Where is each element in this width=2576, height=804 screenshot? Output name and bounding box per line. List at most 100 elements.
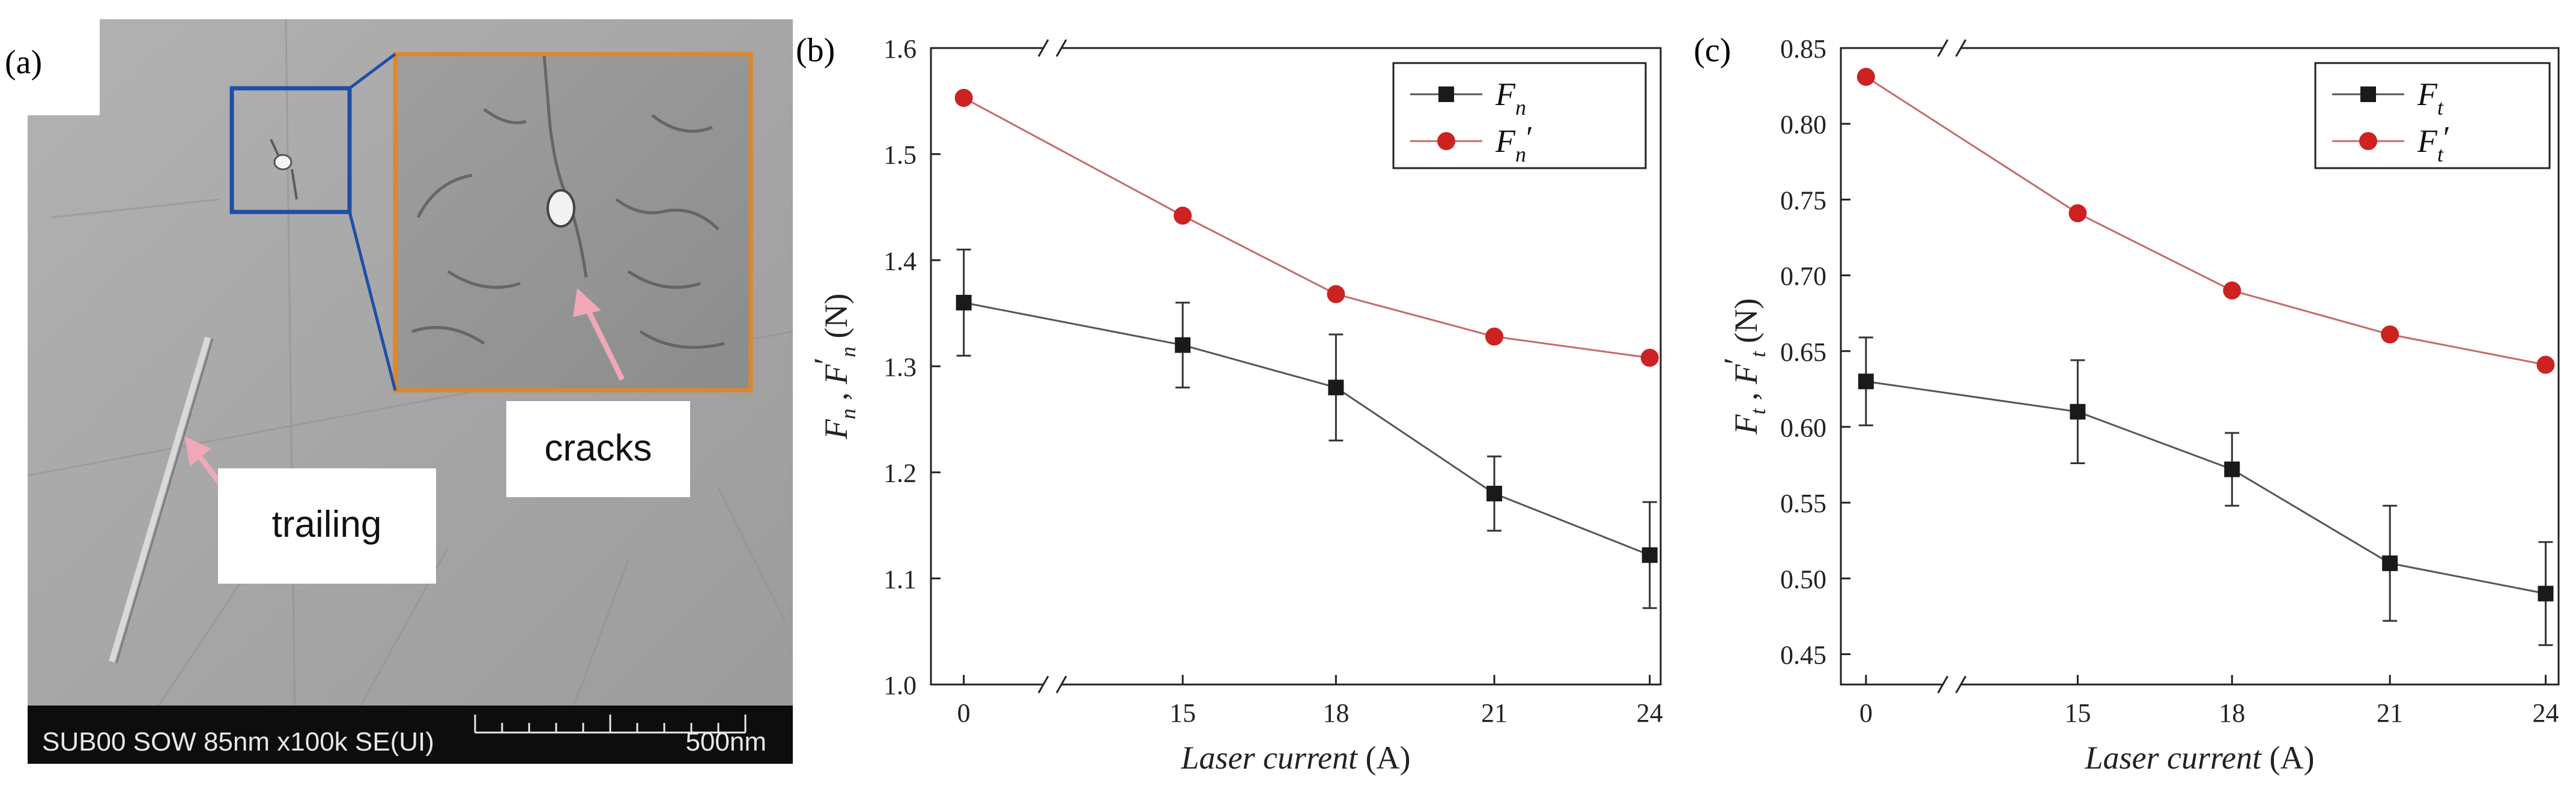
- y-tick-label: 0.70: [1780, 262, 1826, 291]
- y-tick-label: 0.85: [1780, 34, 1826, 64]
- y-tick-label: 1.1: [883, 564, 917, 594]
- sem-info-bar: [28, 706, 793, 764]
- axis-break-slash: [1937, 39, 1949, 57]
- sem-scale-label: 500nm: [685, 727, 766, 757]
- zoom-region: [395, 54, 751, 390]
- x-tick-label: 15: [1169, 698, 1196, 728]
- x-tick-label: 15: [2064, 698, 2091, 728]
- data-point: [1175, 337, 1191, 353]
- axis-break-slash: [1055, 39, 1067, 57]
- legend-label: Ft′: [2417, 119, 2450, 166]
- y-tick-label: 0.55: [1780, 489, 1826, 518]
- sem-scale-ticks: [474, 715, 747, 734]
- x-tick-label: 24: [2532, 698, 2559, 728]
- legend-entry: Fn: [1410, 76, 1526, 119]
- blue-selection-box: [229, 86, 352, 214]
- data-point: [1486, 486, 1502, 501]
- y-tick-label: 0.50: [1780, 564, 1826, 594]
- data-point: [1327, 285, 1345, 303]
- x-axis-ticks: 0 15 18 21 24: [1859, 675, 2559, 728]
- y-tick-label: 0.45: [1780, 641, 1826, 670]
- data-point: [1174, 207, 1192, 225]
- y-axis-label: Ft , F′t (N): [1717, 298, 1770, 435]
- axis-break-slash: [1037, 39, 1049, 57]
- axis-break-slash: [1955, 39, 1967, 57]
- x-tick-label: 24: [1637, 698, 1663, 728]
- x-tick-label: 21: [1481, 698, 1508, 728]
- x-tick-label: 18: [2219, 698, 2245, 728]
- y-tick-label: 1.2: [883, 459, 917, 488]
- connector-line-bottom: [348, 211, 397, 391]
- legend-label: Fn′: [1495, 119, 1533, 166]
- series-line: [963, 301, 1650, 556]
- panel-b-letter: (b): [796, 32, 835, 69]
- connector-line-top: [348, 53, 396, 89]
- y-tick-label: 1.0: [883, 671, 917, 700]
- legend-box: [2314, 62, 2551, 169]
- data-point: [2536, 355, 2555, 374]
- trailing-label: trailing: [272, 504, 382, 545]
- plot-frame: [1840, 47, 2560, 686]
- x-tick-label: 21: [2377, 698, 2403, 728]
- trailing-scratch-shadow: [115, 338, 214, 663]
- data-point: [1856, 67, 1875, 86]
- x-tick-label: 0: [1859, 698, 1873, 728]
- chart-c: 0.45 0.50 0.55 0.60 0.65 0.70 0.75 0.80 0.85 0 15 1…: [1717, 34, 2560, 776]
- legend-marker: [1438, 86, 1454, 102]
- axis-break-bottom: [1937, 676, 1967, 694]
- sem-image: cracks trailing SUB00 SOW 85nm x100k SE(…: [27, 19, 793, 764]
- x-tick-label: 18: [1323, 698, 1349, 728]
- axis-break-gap: [1942, 43, 1961, 53]
- sem-info-text: SUB00 SOW 85nm x100k SE(UI): [42, 727, 434, 757]
- legend-entry: Ft′: [2332, 119, 2450, 166]
- pit-defect: [273, 154, 292, 171]
- data-point: [1640, 348, 1659, 367]
- axis-break-gap: [1043, 43, 1062, 53]
- panel-a-letter: (a): [5, 44, 43, 81]
- trailing-arrow-head: [185, 437, 211, 467]
- legend-marker: [2359, 132, 2377, 150]
- series-line: [1865, 380, 2546, 595]
- axis-break-top: [1937, 39, 1967, 57]
- legend-entry: Fn′: [1410, 119, 1533, 166]
- data-point: [2381, 325, 2399, 343]
- y-tick-label: 1.4: [883, 246, 917, 276]
- y-axis-label: Fn , F′n (N): [807, 294, 860, 440]
- data-point: [956, 295, 972, 310]
- cracks-label: cracks: [544, 428, 652, 469]
- axis-break-slash: [1037, 676, 1049, 694]
- data-point: [2538, 585, 2554, 602]
- cracks-arrow-head: [573, 288, 601, 317]
- y-tick-label: 1.3: [883, 352, 917, 382]
- axis-break-bottom: [1037, 676, 1067, 694]
- x-axis-ticks: 0 15 18 21 24: [957, 675, 1663, 728]
- axis-break-gap: [1043, 680, 1062, 689]
- x-tick-label: 0: [957, 698, 971, 728]
- axis-break-gap: [1942, 680, 1961, 689]
- legend-box: [1392, 62, 1647, 169]
- y-axis-ticks: 0.45 0.50 0.55 0.60 0.65 0.70 0.75 0.80 0.85: [1780, 34, 1850, 670]
- chart-c-panel: 0.45 0.50 0.55 0.60 0.65 0.70 0.75 0.80 0.85 0 15 1…: [1694, 12, 2571, 799]
- y-tick-label: 0.80: [1780, 110, 1826, 139]
- axis-break-slash: [1955, 676, 1967, 694]
- data-point: [2068, 204, 2087, 223]
- legend-marker: [2360, 86, 2376, 102]
- chart-b-panel: 1.0 1.1 1.2 1.3 1.4 1.5 1.6 0 15 18 21 24 Fn Fn′ Laser…: [805, 12, 1676, 799]
- series-primary: [956, 249, 1658, 609]
- y-axis-ticks: 1.0 1.1 1.2 1.3 1.4 1.5 1.6: [883, 34, 941, 700]
- x-axis-label: Laser current (A): [2085, 740, 2315, 776]
- legend-marker: [1437, 132, 1455, 150]
- series-secondary: [954, 89, 1659, 367]
- zoom-orange-box: [393, 52, 753, 393]
- x-axis-label: Laser current (A): [1181, 740, 1411, 776]
- trailing-scratch: [109, 336, 211, 663]
- trailing-label-box: [218, 468, 436, 584]
- data-point: [1641, 547, 1658, 563]
- panel-c-letter: (c): [1694, 32, 1732, 69]
- data-point: [1858, 373, 1874, 390]
- sem-image-panel: cracks trailing SUB00 SOW 85nm x100k SE(…: [27, 19, 793, 764]
- data-point: [1485, 327, 1503, 346]
- legend-label: Ft: [2417, 76, 2444, 119]
- cracks-label-box: [506, 401, 690, 497]
- pit-crack-lines: [270, 139, 298, 200]
